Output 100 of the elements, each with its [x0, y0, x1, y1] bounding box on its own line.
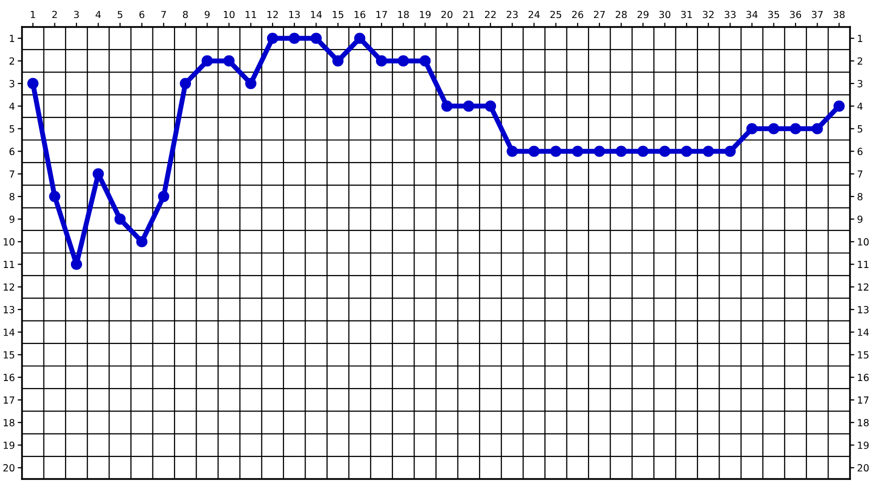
y-tick-label: 9 — [9, 216, 14, 223]
y2-tick-label: 9 — [858, 216, 862, 223]
y-tick-label: 11 — [4, 260, 14, 268]
point — [834, 100, 845, 112]
y-tick-label: 3 — [10, 80, 14, 88]
y2-tick-label: 12 — [858, 283, 868, 291]
x-tick-label: 24 — [528, 10, 540, 18]
y2-tick-label: 3 — [858, 80, 862, 88]
point — [420, 55, 431, 67]
x-tick-label: 20 — [441, 10, 452, 18]
point — [49, 190, 60, 202]
x-tick-label: 37 — [812, 10, 823, 18]
point — [746, 123, 758, 134]
y-tick-label: 6 — [10, 148, 14, 156]
point — [180, 78, 192, 90]
point — [266, 32, 278, 44]
y2-tick-label: 19 — [858, 442, 869, 449]
x-tick-label: 13 — [289, 10, 300, 18]
y-tick-label: 19 — [4, 442, 14, 449]
x-tick-label: 31 — [681, 10, 692, 18]
x-tick-label: 23 — [506, 10, 518, 18]
point — [724, 146, 736, 157]
point — [506, 146, 518, 157]
point — [202, 55, 213, 67]
point — [790, 123, 802, 134]
x-tick-label: 35 — [768, 10, 780, 18]
point — [702, 146, 714, 157]
point — [310, 32, 322, 44]
point — [288, 32, 300, 44]
x-tick-label: 17 — [376, 10, 387, 18]
x-tick-label: 34 — [746, 10, 758, 18]
y-tick-label: 14 — [4, 328, 15, 336]
x-tick-label: 14 — [311, 10, 322, 18]
y-tick-label: 1 — [10, 34, 14, 42]
x-tick-label: 22 — [485, 10, 496, 18]
y2-tick-label: 15 — [858, 351, 868, 359]
x-tick-label: 6 — [139, 10, 144, 18]
x-tick-label: 10 — [224, 10, 235, 18]
point — [27, 78, 38, 90]
x-tick-label: 16 — [354, 10, 366, 18]
point — [223, 55, 235, 67]
y2-tick-label: 20 — [858, 464, 869, 472]
x-tick-label: 15 — [332, 10, 344, 18]
x-tick-label: 18 — [398, 10, 409, 18]
y2-tick-label: 13 — [858, 306, 869, 314]
x-tick-label: 1 — [30, 10, 36, 18]
point — [136, 236, 148, 248]
y2-tick-label: 1 — [858, 34, 862, 42]
point — [768, 123, 780, 134]
y-tick-label: 5 — [10, 125, 14, 133]
point — [484, 100, 496, 112]
y-tick-label: 7 — [10, 170, 14, 178]
x-tick-label: 32 — [702, 10, 714, 18]
x-tick-label: 9 — [204, 10, 210, 18]
point — [92, 168, 104, 180]
point — [70, 258, 82, 270]
y2-tick-label: 17 — [858, 396, 868, 404]
point — [376, 55, 388, 67]
point — [616, 146, 627, 157]
x-tick-label: 29 — [638, 10, 648, 18]
x-tick-label: 25 — [550, 10, 562, 18]
y2-tick-label: 11 — [858, 260, 868, 268]
point — [637, 146, 649, 157]
x-tick-label: 26 — [572, 10, 584, 18]
point — [398, 55, 409, 67]
point — [463, 100, 474, 112]
y2-tick-label: 4 — [857, 102, 863, 110]
x-tick-label: 8 — [182, 10, 188, 18]
y2-tick-label: 14 — [858, 328, 869, 336]
y2-tick-label: 16 — [858, 374, 869, 382]
x-tick-label: 12 — [267, 10, 278, 18]
y-tick-label: 20 — [3, 464, 14, 472]
y-tick-label: 12 — [4, 283, 14, 291]
x-tick-label: 4 — [96, 10, 101, 18]
x-tick-label: 5 — [118, 10, 122, 18]
y-tick-label: 15 — [4, 351, 14, 359]
y-tick-label: 4 — [9, 102, 15, 110]
y2-tick-label: 6 — [858, 148, 863, 156]
x-tick-label: 3 — [74, 10, 79, 18]
y-tick-label: 2 — [10, 57, 14, 65]
point — [812, 123, 823, 134]
point — [659, 146, 670, 157]
x-tick-label: 11 — [246, 10, 256, 18]
y2-tick-label: 10 — [858, 238, 869, 246]
y2-tick-label: 2 — [858, 57, 862, 65]
point — [550, 146, 562, 157]
y2-tick-label: 18 — [858, 418, 869, 426]
x-tick-label: 27 — [594, 10, 605, 18]
x-tick-label: 30 — [659, 10, 670, 18]
y-tick-label: 18 — [4, 418, 14, 426]
y-tick-label: 8 — [10, 192, 14, 200]
point — [332, 55, 344, 67]
point — [528, 146, 540, 157]
y-tick-label: 16 — [4, 374, 14, 382]
x-tick-label: 38 — [834, 10, 845, 18]
point — [158, 190, 170, 202]
y2-tick-label: 7 — [858, 170, 862, 178]
y2-tick-label: 5 — [858, 125, 862, 133]
point — [572, 146, 584, 157]
y-tick-label: 13 — [4, 306, 14, 314]
